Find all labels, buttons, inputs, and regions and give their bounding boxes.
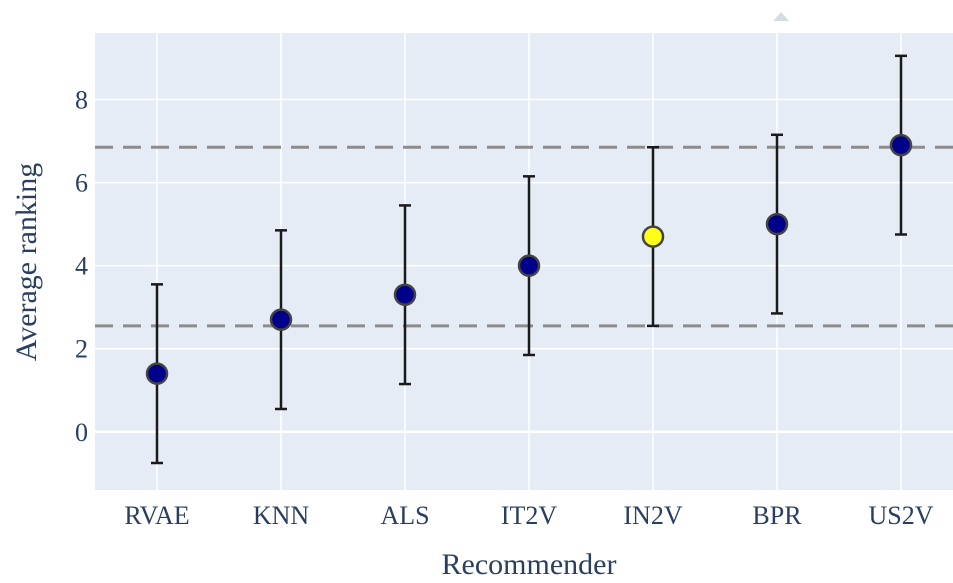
data-point-us2v	[889, 133, 913, 157]
x-tick-label: US2V	[868, 501, 933, 530]
x-tick-label: KNN	[253, 501, 310, 530]
x-tick-label: BPR	[752, 501, 802, 530]
data-point-knn	[269, 308, 293, 331]
modebar-caret-icon[interactable]	[773, 12, 789, 21]
data-points	[145, 133, 913, 385]
x-tick-labels: RVAE KNN ALS IT2V IN2V BPR US2V	[124, 501, 933, 530]
data-point-it2v	[517, 254, 541, 277]
data-point-als	[393, 283, 417, 306]
x-tick-label: RVAE	[124, 501, 189, 530]
reference-lines	[95, 145, 953, 328]
y-tick-labels: 0 2 4 6 8	[75, 85, 88, 446]
y-tick-label: 6	[75, 169, 88, 198]
data-point-bpr	[765, 212, 789, 236]
y-tick-label: 0	[75, 418, 88, 447]
data-point-rvae	[145, 362, 169, 385]
x-axis-title: Recommender	[442, 548, 617, 578]
y-tick-label: 4	[75, 252, 88, 281]
x-tick-label: IT2V	[501, 501, 558, 530]
y-tick-label: 2	[75, 335, 88, 364]
x-tick-label: ALS	[380, 501, 429, 530]
y-axis-title: Average ranking	[10, 163, 43, 362]
y-tick-label: 8	[75, 85, 88, 114]
x-tick-label: IN2V	[623, 501, 682, 530]
data-point-in2v	[641, 225, 665, 248]
